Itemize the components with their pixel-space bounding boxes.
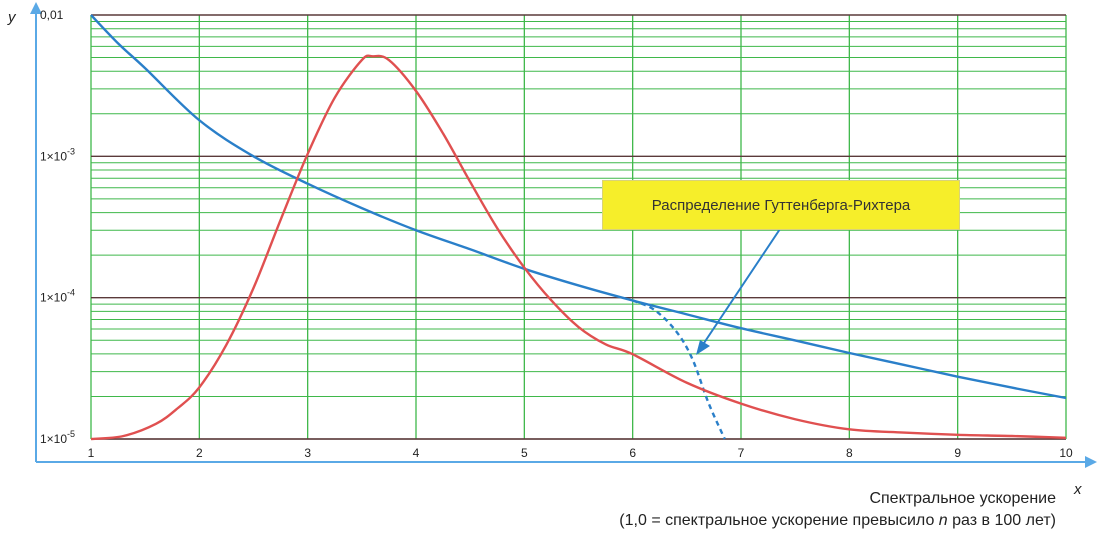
x-tick-label: 2 bbox=[196, 446, 203, 460]
series bbox=[90, 14, 1067, 441]
x-axis-title-line2-post: раз в 100 лет) bbox=[947, 512, 1056, 529]
x-tick-label: 10 bbox=[1059, 446, 1073, 460]
y-tick-label: 1×10-4 bbox=[40, 288, 75, 305]
x-tick-label: 4 bbox=[413, 446, 420, 460]
annotation-pointer bbox=[696, 225, 783, 355]
x-axis-title-line2-pre: (1,0 = спектральное ускорение превысило bbox=[619, 512, 939, 529]
y-tick-label: 0,01 bbox=[40, 8, 64, 22]
x-tick-label: 5 bbox=[521, 446, 528, 460]
tick-labels: 1 2 3 4 5 6 7 8 9 10 0,01 1×10-3 1×10-4 1×10-5 bbox=[40, 8, 1073, 460]
x-axis-title-line1: Спектральное ускорение bbox=[869, 490, 1056, 507]
series-line-1 bbox=[90, 14, 1067, 400]
series-line-2 bbox=[632, 299, 726, 440]
annotation-arrow-head bbox=[696, 340, 710, 355]
x-tick-label: 8 bbox=[846, 446, 853, 460]
axes: y x bbox=[7, 2, 1097, 498]
x-tick-label: 3 bbox=[304, 446, 311, 460]
y-axis-arrow bbox=[30, 2, 42, 14]
x-tick-label: 1 bbox=[88, 446, 95, 460]
y-tick-label: 1×10-3 bbox=[40, 146, 75, 163]
y-tick-label: 1×10-5 bbox=[40, 429, 75, 446]
x-axis-title-line2-n: n bbox=[938, 512, 948, 529]
x-axis-arrow bbox=[1085, 456, 1097, 468]
gutenberg-richter-callout: Распределение Гуттенберга-Рихтера bbox=[602, 180, 960, 230]
series-line-3 bbox=[90, 54, 1067, 441]
x-axis-title-line2: (1,0 = спектральное ускорение превысило … bbox=[619, 510, 1056, 532]
callout-text: Распределение Гуттенберга-Рихтера bbox=[651, 196, 911, 214]
x-axis-title: Спектральное ускорение (1,0 = спектральн… bbox=[619, 488, 1056, 532]
x-tick-label: 7 bbox=[738, 446, 745, 460]
y-axis-letter: y bbox=[7, 9, 17, 26]
x-axis-letter: x bbox=[1073, 481, 1082, 498]
x-tick-label: 9 bbox=[954, 446, 961, 460]
annotation-arrow-line bbox=[701, 225, 783, 347]
x-tick-label: 6 bbox=[629, 446, 636, 460]
grid bbox=[90, 14, 1067, 440]
